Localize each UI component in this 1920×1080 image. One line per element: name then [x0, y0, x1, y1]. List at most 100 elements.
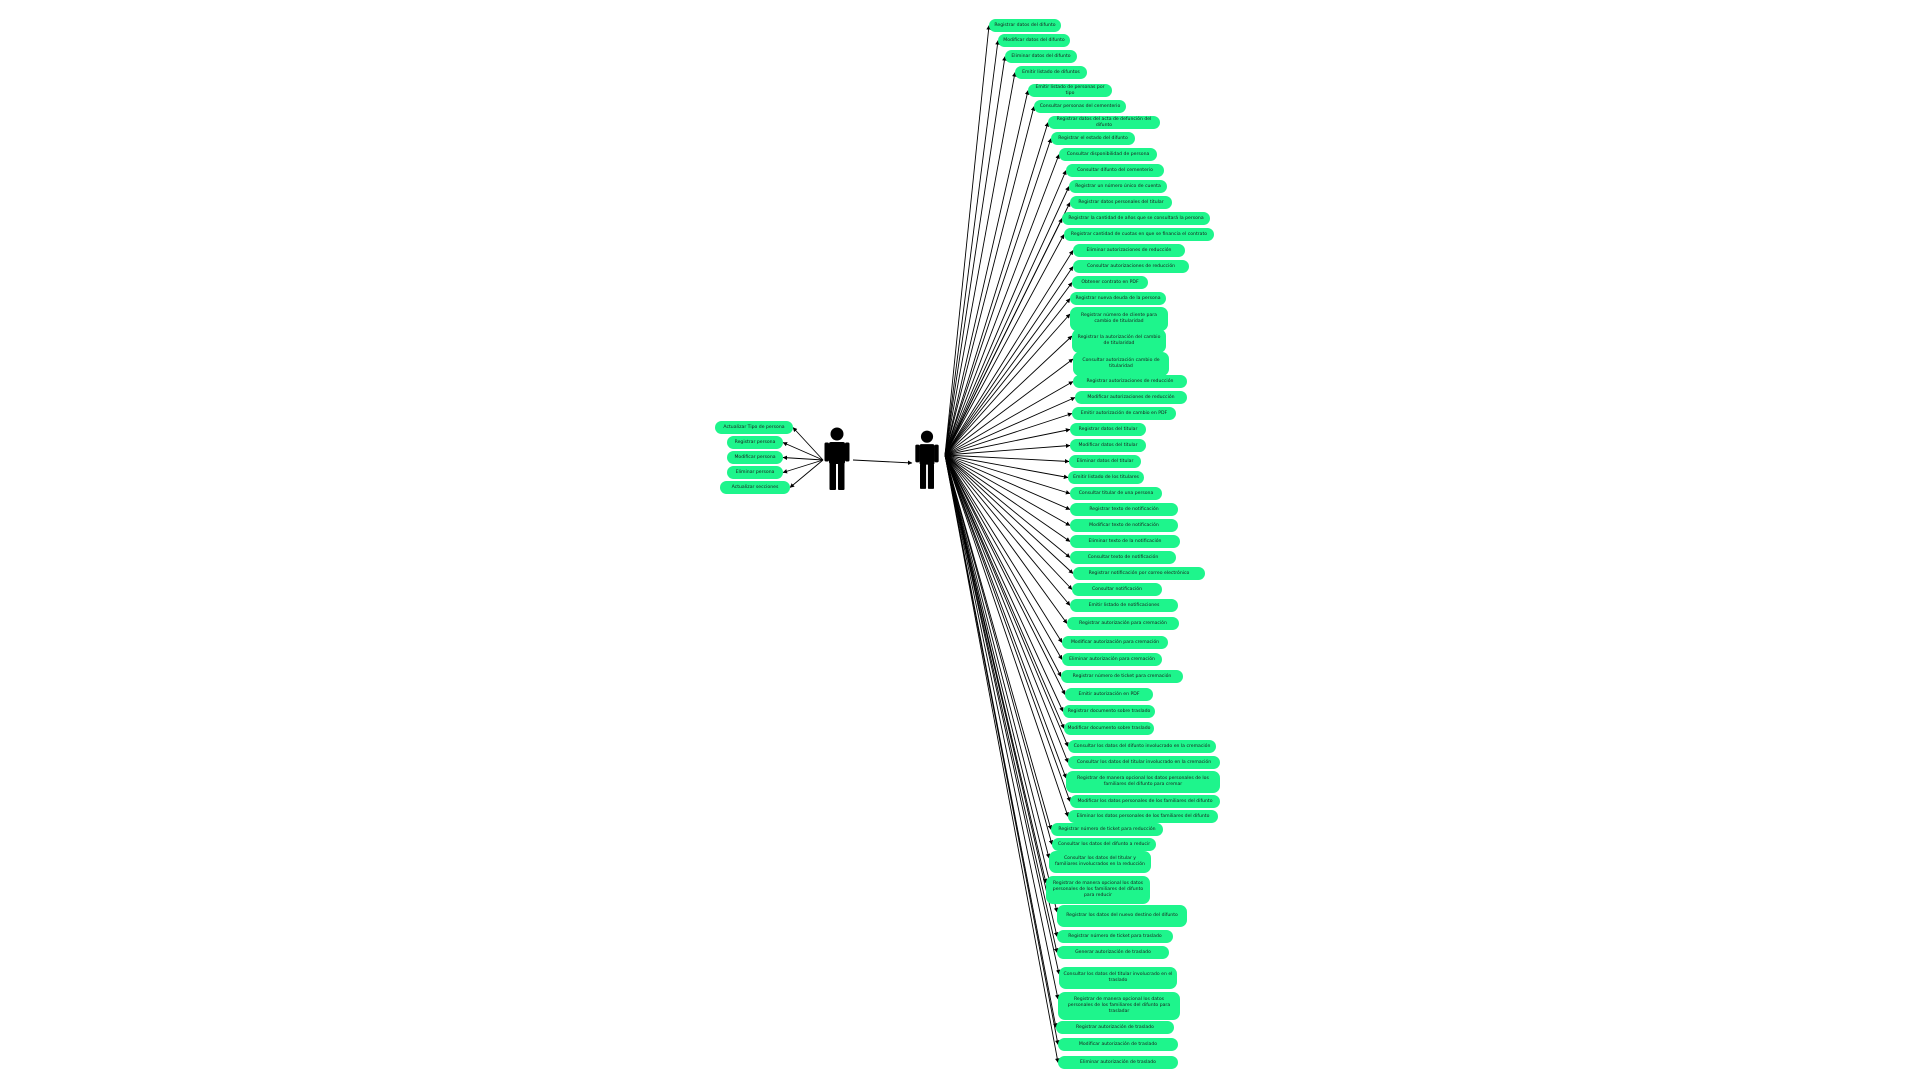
- use-case-left[interactable]: Eliminar persona: [727, 466, 783, 479]
- use-case-right[interactable]: Modificar autorización de traslado: [1058, 1038, 1178, 1051]
- association-line: [944, 454, 1066, 695]
- association-line: [944, 443, 1071, 456]
- use-case-right[interactable]: Consultar autorizaciones de reducción: [1073, 260, 1189, 273]
- association-line: [944, 381, 1074, 456]
- use-case-right[interactable]: Registrar de manera opcional los datos p…: [1058, 992, 1180, 1020]
- use-case-right[interactable]: Emitir listado de personas por tipo: [1028, 84, 1112, 97]
- use-case-right[interactable]: Registrar datos personales del titular: [1070, 196, 1172, 209]
- use-case-right[interactable]: Modificar los datos personales de los fa…: [1070, 795, 1220, 808]
- use-case-label: Consultar los datos del difunto a reduci…: [1057, 841, 1151, 847]
- association-line: [944, 454, 1053, 830]
- use-case-right[interactable]: Registrar de manera opcional los datos p…: [1066, 771, 1220, 793]
- use-case-right[interactable]: Registrar notificación por correo electr…: [1073, 567, 1205, 580]
- use-case-label: Registrar persona: [734, 439, 776, 445]
- use-case-label: Modificar autorización para cremación: [1070, 639, 1160, 645]
- use-case-right[interactable]: Registrar la cantidad de años que se con…: [1062, 212, 1210, 225]
- use-case-left[interactable]: Actualizar secciones: [720, 481, 790, 494]
- use-case-right[interactable]: Consultar los datos del difunto involucr…: [1068, 740, 1216, 753]
- association-line: [944, 154, 1060, 456]
- use-case-right[interactable]: Modificar documento sobre traslado: [1064, 722, 1154, 735]
- use-case-right[interactable]: Consultar notificación: [1072, 583, 1162, 596]
- use-case-label: Registrar cantidad de cuotas en que se f…: [1070, 231, 1208, 237]
- use-case-right[interactable]: Registrar número de cliente para cambio …: [1070, 307, 1168, 331]
- use-case-right[interactable]: Registrar un número único de cuenta: [1069, 180, 1167, 193]
- use-case-label: Consultar notificación: [1091, 586, 1143, 592]
- association-line: [944, 454, 1067, 779]
- use-case-right[interactable]: Registrar número de ticket para cremació…: [1061, 670, 1183, 683]
- use-case-right[interactable]: Registrar de manera opcional los datos p…: [1046, 876, 1150, 904]
- use-case-right[interactable]: Registrar autorización para cremación: [1067, 617, 1179, 630]
- use-case-right[interactable]: Consultar titular de una persona: [1070, 487, 1162, 500]
- use-case-left[interactable]: Modificar persona: [727, 451, 783, 464]
- use-case-right[interactable]: Registrar datos del titular: [1070, 423, 1146, 436]
- use-case-right[interactable]: Registrar autorización de traslado: [1056, 1021, 1174, 1034]
- use-case-label: Registrar documento sobre traslado: [1067, 708, 1151, 714]
- use-case-right[interactable]: Eliminar datos del titular: [1069, 455, 1141, 468]
- use-case-right[interactable]: Eliminar autorizaciones de reducción: [1073, 244, 1185, 257]
- association-line: [944, 454, 1069, 817]
- use-case-right[interactable]: Emitir listado de los titulares: [1068, 471, 1144, 484]
- use-case-label: Consultar personas del cementerio: [1039, 103, 1121, 109]
- use-case-right[interactable]: Registrar documento sobre traslado: [1063, 705, 1155, 718]
- actor-left[interactable]: [822, 427, 852, 491]
- use-case-right[interactable]: Generar autorización de traslado: [1057, 946, 1169, 959]
- use-case-right[interactable]: Emitir listado de notificaciones: [1070, 599, 1178, 612]
- use-case-right[interactable]: Consultar difunto del cementerio: [1066, 164, 1164, 177]
- use-case-right[interactable]: Registrar número de ticket para reducció…: [1051, 823, 1163, 836]
- use-case-right[interactable]: Modificar autorización para cremación: [1062, 636, 1168, 649]
- use-case-label: Emitir listado de difuntos: [1022, 69, 1080, 75]
- use-case-label: Registrar nueva deuda de la persona: [1075, 295, 1161, 301]
- use-case-label: Consultar autorizaciones de reducción: [1086, 263, 1176, 269]
- use-case-right[interactable]: Registrar autorizaciones de reducción: [1073, 375, 1187, 388]
- use-case-label: Registrar número de ticket para cremació…: [1072, 673, 1172, 679]
- use-case-right[interactable]: Consultar los datos del titular involucr…: [1059, 967, 1177, 989]
- use-case-right[interactable]: Consultar los datos del difunto a reduci…: [1052, 838, 1156, 851]
- use-case-right[interactable]: Eliminar texto de la notificación: [1070, 535, 1180, 548]
- use-case-right[interactable]: Eliminar datos del difunto: [1005, 50, 1077, 63]
- association-line: [944, 454, 1071, 802]
- use-case-right[interactable]: Obtener contrato en PDF: [1072, 276, 1148, 289]
- association-line: [944, 454, 1060, 1063]
- use-case-right[interactable]: Eliminar los datos personales de los fam…: [1068, 810, 1218, 823]
- association-line: [944, 454, 1054, 845]
- use-case-right[interactable]: Eliminar autorización de traslado: [1058, 1056, 1178, 1069]
- use-case-right[interactable]: Consultar autorización cambio de titular…: [1073, 352, 1169, 376]
- use-case-right[interactable]: Registrar el estado del difunto: [1051, 132, 1135, 145]
- use-case-left[interactable]: Registrar persona: [727, 436, 783, 449]
- use-case-right[interactable]: Consultar los datos del titular involucr…: [1068, 756, 1220, 769]
- use-case-right[interactable]: Modificar texto de notificación: [1070, 519, 1178, 532]
- association-line: [782, 455, 824, 461]
- use-case-right[interactable]: Modificar datos del titular: [1070, 439, 1146, 452]
- use-case-right[interactable]: Registrar cantidad de cuotas en que se f…: [1064, 228, 1214, 241]
- use-case-right[interactable]: Registrar texto de notificación: [1070, 503, 1178, 516]
- use-case-label: Consultar los datos del difunto involucr…: [1073, 743, 1211, 749]
- use-case-right[interactable]: Consultar personas del cementerio: [1034, 100, 1126, 113]
- use-case-right[interactable]: Registrar datos del acta de defunción de…: [1048, 116, 1160, 129]
- use-case-right[interactable]: Registrar datos del difunto: [989, 19, 1061, 32]
- use-case-right[interactable]: Registrar los datos del nuevo destino de…: [1057, 905, 1187, 927]
- use-case-left[interactable]: Actualizar Tipo de persona: [715, 421, 793, 434]
- person-icon: [824, 427, 850, 490]
- use-case-right[interactable]: Emitir autorización en PDF: [1065, 688, 1153, 701]
- use-case-label: Consultar autorización cambio de titular…: [1082, 358, 1160, 369]
- association-line: [944, 454, 1063, 643]
- use-case-right[interactable]: Modificar autorizaciones de reducción: [1075, 391, 1187, 404]
- use-case-label: Registrar datos del acta de defunción de…: [1056, 116, 1152, 128]
- use-case-right[interactable]: Registrar la autorización del cambio de …: [1072, 329, 1166, 353]
- use-case-right[interactable]: Modificar datos del difunto: [998, 34, 1070, 47]
- association-line: [944, 454, 1062, 677]
- use-case-right[interactable]: Emitir autorización de cambio en PDF: [1072, 407, 1176, 420]
- use-case-right[interactable]: Consultar texto de notificación: [1070, 551, 1176, 564]
- association-line: [944, 454, 1070, 464]
- use-case-right[interactable]: Consultar los datos del titular y famili…: [1049, 851, 1151, 873]
- use-case-label: Consultar disponibilidad de persona: [1066, 151, 1150, 157]
- use-case-label: Registrar un número único de cuenta: [1075, 183, 1161, 189]
- use-case-right[interactable]: Registrar nueva deuda de la persona: [1070, 292, 1166, 305]
- actor-right[interactable]: [913, 429, 941, 491]
- use-case-right[interactable]: Registrar número de ticket para traslado: [1057, 930, 1173, 943]
- use-case-right[interactable]: Eliminar autorización para cremación: [1062, 653, 1162, 666]
- use-case-right[interactable]: Consultar disponibilidad de persona: [1059, 148, 1157, 161]
- use-case-right[interactable]: Emitir listado de difuntos: [1015, 66, 1087, 79]
- use-case-label: Registrar texto de notificación: [1089, 506, 1159, 512]
